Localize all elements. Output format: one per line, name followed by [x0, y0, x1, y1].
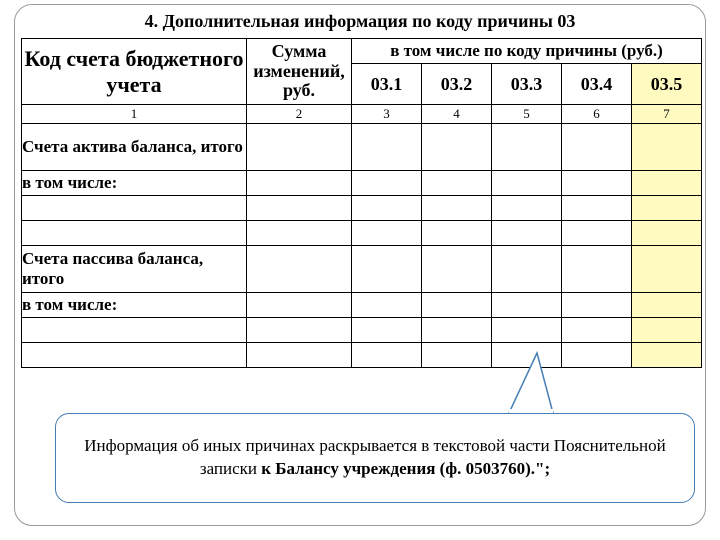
cell	[247, 196, 352, 221]
header-account-code: Код счета бюджетного учета	[22, 39, 247, 105]
cell	[352, 246, 422, 293]
cell	[492, 293, 562, 318]
colnum-7: 7	[632, 105, 702, 124]
cell	[247, 293, 352, 318]
cell	[492, 171, 562, 196]
cell	[562, 221, 632, 246]
callout-tail-icon	[497, 349, 567, 419]
table-row: Счета пассива баланса, итого	[22, 246, 702, 293]
table-row: Счета актива баланса, итого	[22, 124, 702, 171]
header-sub-3: 03.3	[492, 64, 562, 105]
cell	[422, 196, 492, 221]
cell	[247, 171, 352, 196]
cell	[632, 343, 702, 368]
callout-note: Информация об иных причинах раскрывается…	[55, 413, 695, 503]
table-row	[22, 196, 702, 221]
note-bold: к Балансу учреждения (ф. 0503760).";	[261, 459, 550, 478]
cell	[422, 246, 492, 293]
cell	[22, 221, 247, 246]
cell	[352, 221, 422, 246]
cell	[247, 124, 352, 171]
row-including-label: в том числе:	[22, 293, 247, 318]
cell	[562, 293, 632, 318]
row-including-label: в том числе:	[22, 171, 247, 196]
document-card: 4. Дополнительная информация по коду при…	[14, 4, 706, 526]
cell	[422, 293, 492, 318]
table-row	[22, 343, 702, 368]
cell	[247, 343, 352, 368]
cell	[22, 318, 247, 343]
cell	[247, 318, 352, 343]
cell	[492, 246, 562, 293]
cell	[247, 221, 352, 246]
cell	[352, 196, 422, 221]
cell	[632, 246, 702, 293]
colnum-2: 2	[247, 105, 352, 124]
colnum-1: 1	[22, 105, 247, 124]
cell	[352, 171, 422, 196]
cell	[422, 318, 492, 343]
cell	[492, 124, 562, 171]
colnum-5: 5	[492, 105, 562, 124]
cell	[422, 221, 492, 246]
cell	[492, 318, 562, 343]
data-table: Код счета бюджетного учета Сумма изменен…	[21, 38, 702, 368]
table-row: в том числе:	[22, 171, 702, 196]
cell	[22, 343, 247, 368]
cell	[632, 124, 702, 171]
section-title: 4. Дополнительная информация по коду при…	[15, 5, 705, 32]
cell	[352, 343, 422, 368]
cell	[352, 124, 422, 171]
cell	[422, 124, 492, 171]
cell	[352, 293, 422, 318]
cell	[632, 196, 702, 221]
cell	[247, 246, 352, 293]
cell	[562, 246, 632, 293]
header-sub-1: 03.1	[352, 64, 422, 105]
colnum-6: 6	[562, 105, 632, 124]
table-row	[22, 318, 702, 343]
cell	[562, 124, 632, 171]
cell	[422, 343, 492, 368]
header-sum-changes: Сумма изменений, руб.	[247, 39, 352, 105]
cell	[492, 221, 562, 246]
cell	[22, 196, 247, 221]
header-sub-2: 03.2	[422, 64, 492, 105]
cell	[632, 221, 702, 246]
colnum-4: 4	[422, 105, 492, 124]
cell	[562, 171, 632, 196]
header-sub-4: 03.4	[562, 64, 632, 105]
header-by-reason-code: в том числе по коду причины (руб.)	[352, 39, 702, 64]
callout-note-text: Информация об иных причинах раскрывается…	[78, 435, 672, 481]
cell	[352, 318, 422, 343]
cell	[632, 318, 702, 343]
colnum-3: 3	[352, 105, 422, 124]
cell	[632, 171, 702, 196]
table-row: в том числе:	[22, 293, 702, 318]
header-sub-5: 03.5	[632, 64, 702, 105]
cell	[492, 196, 562, 221]
cell	[562, 343, 632, 368]
cell	[632, 293, 702, 318]
row-liabilities-total-label: Счета пассива баланса, итого	[22, 246, 247, 293]
cell	[422, 171, 492, 196]
table-row	[22, 221, 702, 246]
cell	[562, 318, 632, 343]
cell	[562, 196, 632, 221]
row-assets-total-label: Счета актива баланса, итого	[22, 124, 247, 171]
